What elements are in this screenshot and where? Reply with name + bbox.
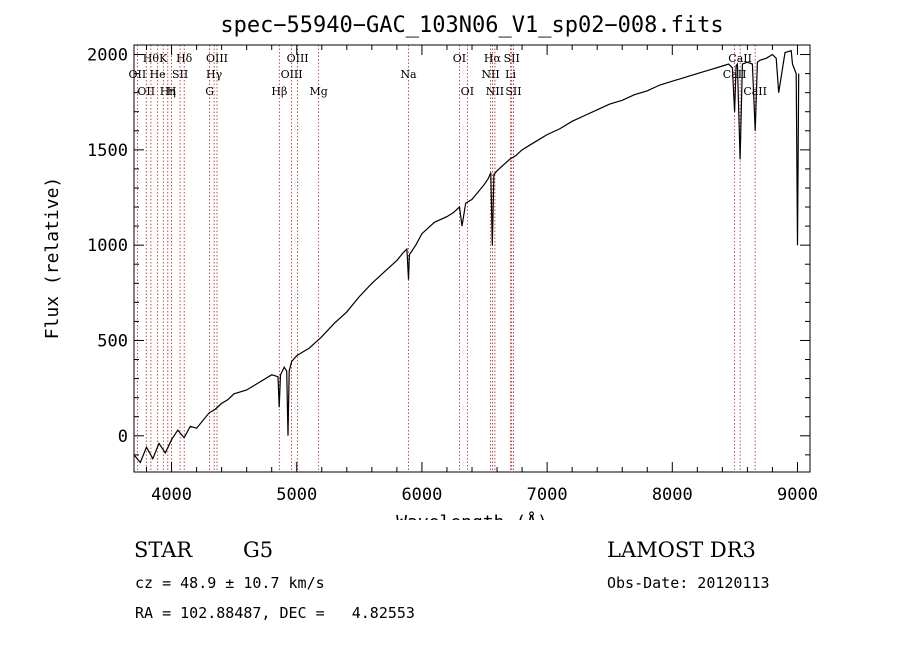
line-label-14: OIII [287,52,309,65]
line-label-16: Na [400,68,417,81]
line-label-2: Hθ [143,52,160,65]
survey-name: LAMOST DR3 [607,538,756,562]
observation-date: Obs-Date: 20120113 [607,574,770,592]
object-subclass: G5 [243,538,274,562]
coordinates: RA = 102.88487, DEC = 4.82553 [135,604,415,622]
object-class: STAR [134,538,193,562]
line-label-27: CaII [743,85,767,98]
chart-title: spec−55940−GAC_103N06_V1_sp02−008.fits [220,13,723,38]
y-tick-label-4: 2000 [87,46,128,66]
redshift-velocity: cz = 48.9 ± 10.7 km/s [135,574,325,592]
spectrum-line [133,49,800,464]
x-tick-label-2: 6000 [401,485,442,505]
line-label-0: OII [129,68,147,81]
x-tick-label-5: 9000 [777,485,818,505]
y-tick-label-2: 1000 [87,236,128,256]
x-tick-label-0: 4000 [151,485,192,505]
line-label-15: Mg [309,85,327,98]
line-label-22: Li [505,68,516,81]
y-tick-label-0: 0 [118,427,128,447]
line-label-25: CaII [723,68,747,81]
line-label-13: OIII [281,68,303,81]
line-label-1: OII [137,85,155,98]
line-label-20: Hα [484,52,502,65]
line-label-19: NII [481,68,499,81]
y-axis-label: Flux (relative) [42,177,63,340]
y-axis-ticks: 0 500 1000 1500 2000 [87,46,810,456]
line-label-23: SII [504,52,520,65]
line-label-4: K [159,52,168,65]
line-label-9: G [205,85,214,98]
x-axis-ticks: 4000 5000 6000 7000 8000 9000 [146,45,818,505]
line-label-18: OI [461,85,474,98]
line-label-11: OIII [206,52,228,65]
line-label-21: NII [486,85,504,98]
line-label-3: He [150,68,166,81]
x-axis-label: Wavelength (Å) [396,511,548,520]
spectral-line-markers [136,45,756,472]
line-label-26: CaII [728,52,752,65]
y-tick-label-3: 1500 [87,141,128,161]
line-label-24: SII [505,85,521,98]
line-label-17: OI [453,52,466,65]
line-label-12: Hβ [271,85,287,98]
x-tick-label-3: 7000 [527,485,568,505]
y-tick-label-1: 500 [97,331,128,351]
line-label-7: SII [172,68,188,81]
line-label-10: Hγ [206,68,223,81]
line-label-6: H [167,85,177,98]
spectral-line-labels: OII OII Hθ He K HηH SII Hδ G Hγ OIII Hβ OIII OIII Mg Na… [129,52,767,98]
line-label-8: Hδ [176,52,193,65]
plot-frame [133,44,811,473]
line-label-5: Hη [160,85,176,98]
x-tick-label-1: 5000 [276,485,317,505]
spectrum-chart: spec−55940−GAC_103N06_V1_sp02−008.fits O… [42,13,818,520]
x-tick-label-4: 8000 [652,485,693,505]
